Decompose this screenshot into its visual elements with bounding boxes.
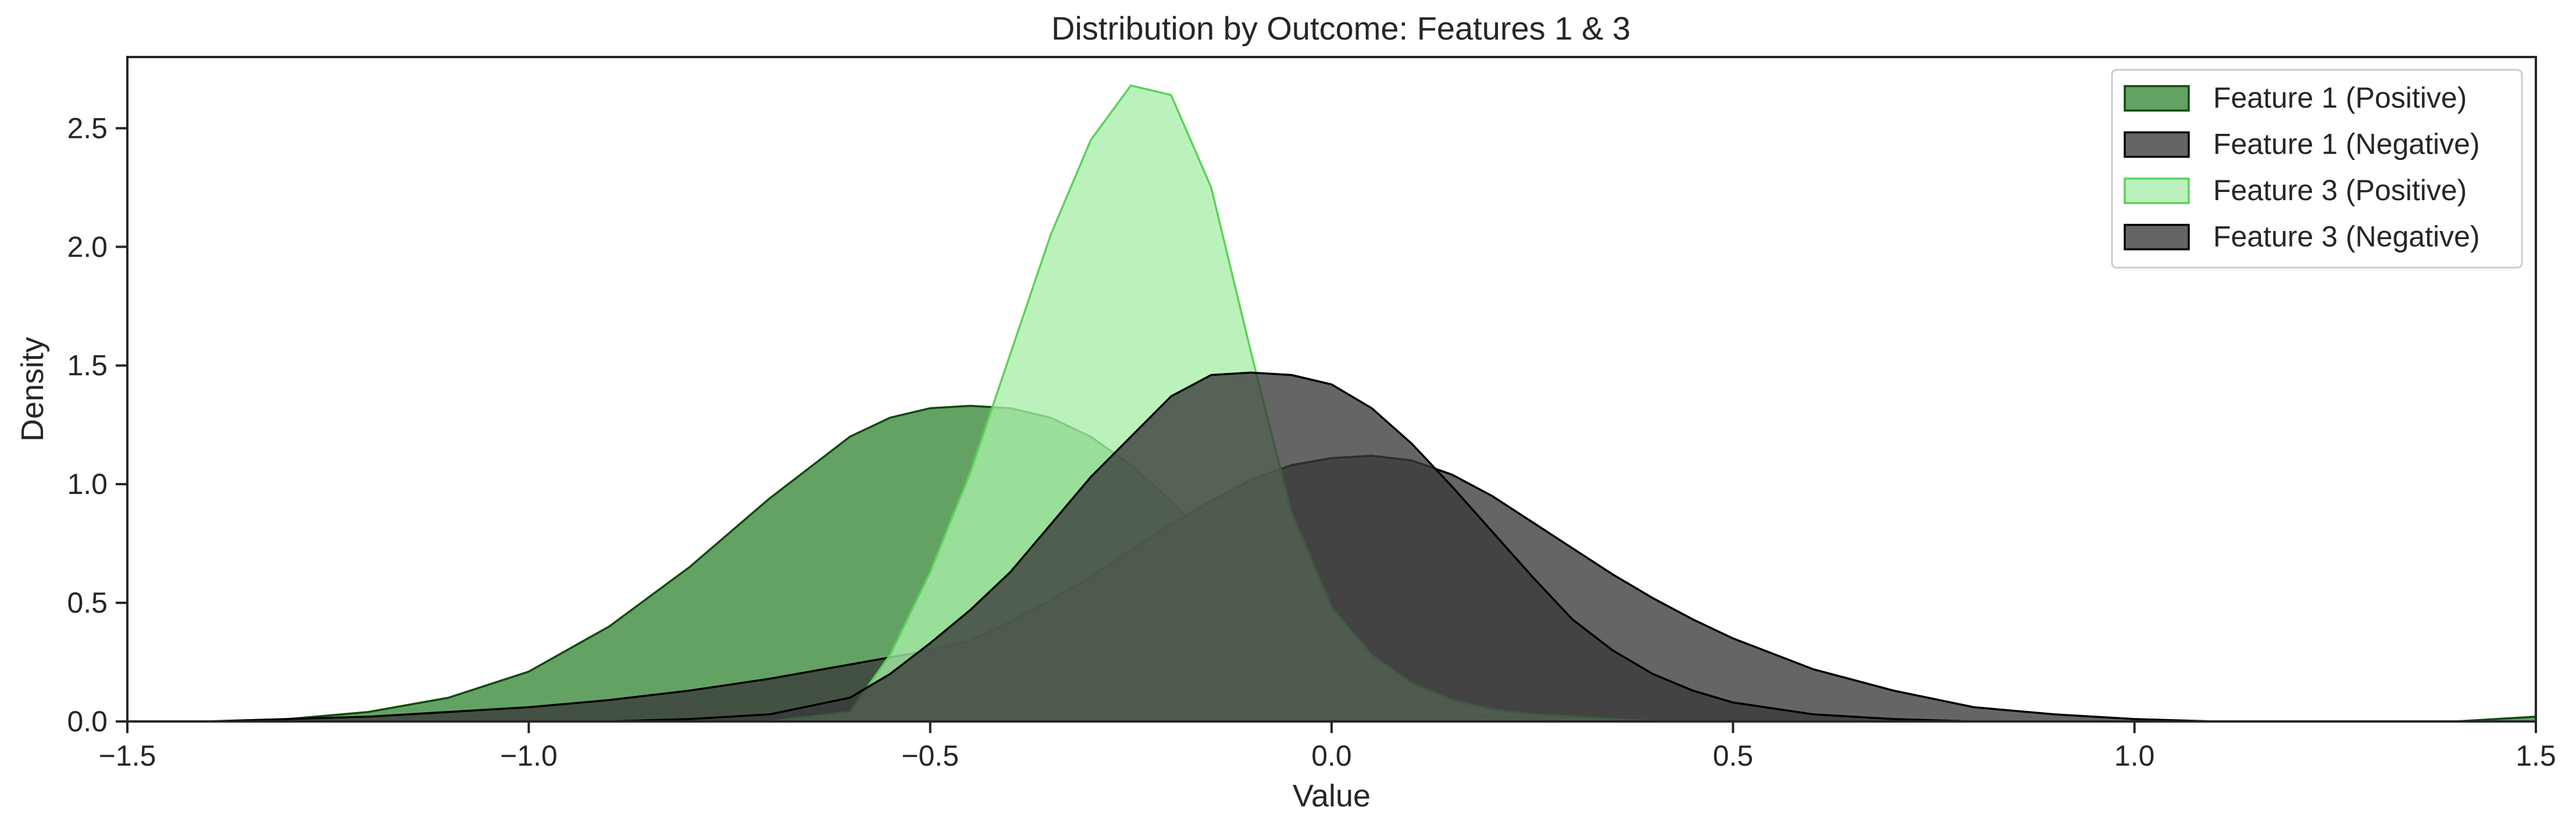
y-tick-label: 0.5 — [67, 586, 108, 619]
series-area-4 — [126, 371, 2537, 723]
y-tick-label: 1.0 — [67, 468, 108, 500]
x-axis-title: Value — [1293, 778, 1371, 813]
legend: Feature 1 (Positive) Feature 1 (Negative)… — [2111, 69, 2523, 269]
chart-title: Distribution by Outcome: Features 1 & 3 — [1051, 10, 1630, 47]
x-tick-label: −0.5 — [901, 739, 959, 772]
y-tick-label: 1.5 — [67, 349, 108, 382]
legend-box — [2111, 69, 2523, 269]
y-tick-label: 0.0 — [67, 705, 108, 738]
legend-label: Feature 1 (Negative) — [2213, 128, 2480, 161]
y-tick-label: 2.5 — [67, 112, 108, 144]
x-tick-label: 0.0 — [1311, 739, 1352, 772]
x-tick-label: −1.0 — [500, 739, 558, 772]
legend-label: Feature 3 (Negative) — [2213, 221, 2480, 253]
legend-label: Feature 1 (Positive) — [2213, 81, 2467, 114]
x-tick-label: 1.5 — [2516, 739, 2556, 772]
legend-swatch — [2124, 85, 2190, 112]
x-axis: −1.5 −1.0 −0.5 0.0 0.5 1.0 1.5 — [99, 721, 2556, 772]
x-tick-label: −1.5 — [99, 739, 156, 772]
legend-swatch — [2124, 223, 2190, 251]
x-tick-label: 1.0 — [2114, 739, 2155, 772]
y-axis: 0.0 0.5 1.0 1.5 2.0 2.5 — [67, 112, 127, 738]
legend-swatch — [2124, 131, 2190, 158]
legend-label: Feature 3 (Positive) — [2213, 174, 2467, 207]
legend-swatch — [2124, 177, 2190, 204]
y-axis-title: Density — [15, 337, 50, 442]
x-tick-label: 0.5 — [1713, 739, 1754, 772]
y-tick-label: 2.0 — [67, 230, 108, 263]
